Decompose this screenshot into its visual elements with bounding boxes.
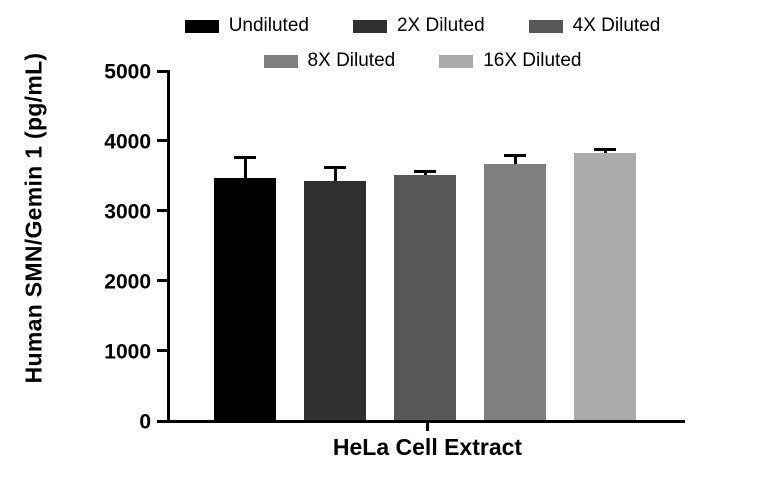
- legend-label: 4X Diluted: [572, 15, 661, 36]
- legend: Undiluted 2X Diluted 4X Diluted 8X Diluted 1…: [150, 15, 695, 72]
- y-tick-label: 0: [139, 410, 151, 433]
- y-tick: [157, 348, 167, 352]
- y-tick: [157, 208, 167, 212]
- error-bar: [243, 157, 247, 178]
- error-bar: [603, 149, 607, 154]
- legend-item-16x-diluted: 16X Diluted: [439, 50, 581, 72]
- bar-8x-diluted: [484, 163, 546, 420]
- y-tick-label: 1000: [104, 340, 151, 363]
- y-tick: [157, 278, 167, 282]
- bar-16x-diluted: [574, 153, 636, 420]
- y-tick-label: 2000: [104, 270, 151, 293]
- legend-swatch: [439, 54, 474, 68]
- legend-label: 2X Diluted: [396, 15, 485, 36]
- legend-row: 8X Diluted 16X Diluted: [150, 50, 695, 72]
- bar-undiluted: [214, 177, 276, 420]
- error-bar: [513, 155, 517, 164]
- legend-item-2x-diluted: 2X Diluted: [352, 15, 485, 37]
- error-bar: [423, 171, 427, 175]
- legend-swatch: [352, 19, 387, 33]
- legend-label: 16X Diluted: [483, 50, 582, 71]
- y-axis-line: [167, 70, 170, 423]
- y-tick-label: 5000: [104, 60, 151, 83]
- bar-4x-diluted: [394, 175, 456, 420]
- bar-2x-diluted: [304, 180, 366, 420]
- error-bar-cap: [324, 165, 346, 169]
- legend-item-undiluted: Undiluted: [184, 15, 309, 37]
- y-tick: [157, 138, 167, 142]
- x-axis-line: [167, 420, 685, 423]
- legend-item-4x-diluted: 4X Diluted: [528, 15, 661, 37]
- legend-label: 8X Diluted: [307, 50, 396, 71]
- y-tick: [157, 70, 167, 73]
- y-tick: [157, 420, 167, 423]
- legend-item-8x-diluted: 8X Diluted: [263, 50, 396, 72]
- y-tick-label: 4000: [104, 130, 151, 153]
- legend-row: Undiluted 2X Diluted 4X Diluted: [150, 15, 695, 37]
- legend-swatch: [528, 19, 563, 33]
- error-bar-cap: [504, 153, 526, 157]
- x-axis-center-tick: [426, 423, 429, 431]
- y-tick-label: 3000: [104, 200, 151, 223]
- error-bar: [333, 167, 337, 181]
- legend-swatch: [263, 54, 298, 68]
- error-bar-cap: [594, 147, 616, 151]
- legend-label: Undiluted: [228, 15, 309, 36]
- y-axis-title: Human SMN/Gemin 1 (pg/mL): [20, 52, 47, 384]
- error-bar-cap: [234, 156, 256, 159]
- x-axis-title: HeLa Cell Extract: [332, 434, 523, 460]
- error-bar-cap: [414, 170, 436, 173]
- legend-swatch: [184, 19, 219, 33]
